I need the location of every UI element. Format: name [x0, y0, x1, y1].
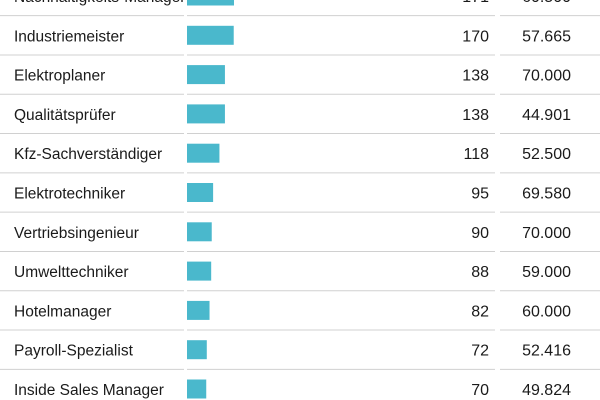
- job-label: Elektrotechniker: [14, 186, 125, 203]
- salary-value: 69.580: [522, 186, 571, 203]
- job-label: Kfz-Sachverständiger: [14, 146, 162, 163]
- salary-value: 70.000: [522, 68, 571, 85]
- count-bar: [187, 25, 234, 45]
- salary-value: 52.416: [522, 343, 571, 360]
- salary-value: 59.000: [522, 264, 571, 281]
- job-label: Qualitätsprüfer: [14, 107, 116, 124]
- job-label: Inside Sales Manager: [14, 382, 164, 399]
- count-value: 138: [462, 68, 489, 85]
- job-label: Vertriebsingenieur: [14, 225, 139, 242]
- salary-value: 44.901: [522, 107, 571, 124]
- job-label: Payroll-Spezialist: [14, 343, 134, 360]
- salary-value: 60.500: [522, 0, 571, 6]
- job-label: Elektroplaner: [14, 68, 105, 85]
- salary-value: 60.000: [522, 303, 571, 320]
- count-value: 70: [471, 382, 489, 399]
- salary-value: 70.000: [522, 225, 571, 242]
- count-bar: [187, 143, 220, 163]
- salary-value: 49.824: [522, 382, 571, 399]
- count-value: 88: [471, 264, 489, 281]
- count-bar: [187, 340, 207, 360]
- count-value: 95: [471, 186, 489, 203]
- count-value: 170: [462, 28, 489, 45]
- count-value: 171: [462, 0, 489, 6]
- count-value: 118: [463, 146, 489, 163]
- salary-value: 57.665: [522, 28, 571, 45]
- job-label: Hotelmanager: [14, 303, 111, 320]
- count-bar: [187, 183, 214, 202]
- count-value: 138: [462, 107, 489, 124]
- count-bar: [187, 65, 225, 85]
- job-label: Umwelttechniker: [14, 264, 129, 281]
- count-value: 82: [471, 303, 489, 320]
- job-label: Industriemeister: [14, 28, 124, 45]
- salary-value: 52.500: [522, 146, 571, 163]
- count-bar: [187, 0, 234, 6]
- count-value: 90: [471, 225, 489, 242]
- count-bar: [187, 379, 207, 399]
- job-label: Nachhaltigkeits-Manager: [14, 0, 185, 6]
- count-value: 72: [471, 343, 489, 360]
- count-bar: [187, 261, 212, 281]
- count-bar: [187, 300, 210, 320]
- count-bar: [187, 104, 225, 124]
- count-bar: [187, 222, 212, 242]
